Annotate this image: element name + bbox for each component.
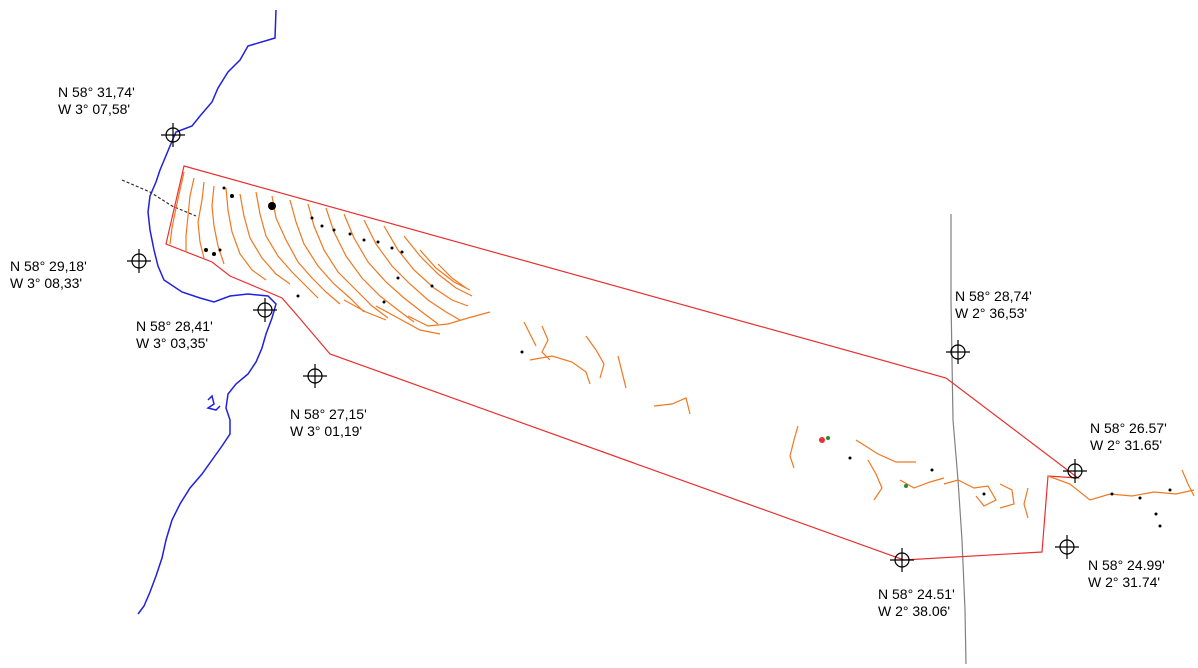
cable-route — [950, 214, 967, 665]
coord-label-ne: N 58° 28,74' W 2° 36,53' — [955, 288, 1032, 322]
coord-lat: N 58° 24.51' — [878, 586, 955, 602]
coord-lat: N 58° 24.99' — [1088, 557, 1165, 573]
coord-lat: N 58° 28,74' — [955, 288, 1032, 304]
coordinate-markers — [127, 123, 1087, 572]
crosshair-icon — [946, 340, 970, 364]
coord-lat: N 58° 28,41' — [136, 318, 213, 334]
seabed-feature-markers — [819, 436, 908, 488]
coord-lon: W 2° 31.74' — [1088, 574, 1161, 590]
coastline — [137, 9, 277, 615]
bathymetry-contours — [169, 171, 1195, 519]
coord-lon: W 3° 03,35' — [136, 335, 209, 351]
coord-label-w: N 58° 29,18' W 3° 08,33' — [10, 258, 87, 292]
cable-west — [121, 179, 197, 217]
coord-lon: W 3° 01,19' — [290, 423, 363, 439]
coord-label-s-coast: N 58° 27,15' W 3° 01,19' — [290, 406, 367, 440]
sounding-points — [204, 186, 1172, 528]
coord-lon: W 2° 36,53' — [955, 305, 1028, 321]
crosshair-icon — [253, 298, 277, 322]
coord-label-nw: N 58° 31,74' W 3° 07,58' — [58, 84, 135, 118]
coord-lat: N 58° 29,18' — [10, 258, 87, 274]
coord-label-s: N 58° 24.51' W 2° 38.06' — [878, 586, 955, 620]
coord-lat: N 58° 31,74' — [58, 84, 135, 100]
crosshair-icon — [1055, 535, 1079, 559]
coord-label-se: N 58° 24.99' W 2° 31.74' — [1088, 557, 1165, 591]
coord-label-sw-coast: N 58° 28,41' W 3° 03,35' — [136, 318, 213, 352]
survey-boundary — [165, 165, 1080, 561]
coord-lon: W 2° 31.65' — [1090, 437, 1163, 453]
coord-lon: W 3° 08,33' — [10, 275, 83, 291]
coord-lat: N 58° 26.57' — [1090, 420, 1167, 436]
coord-lon: W 3° 07,58' — [58, 101, 131, 117]
coord-lon: W 2° 38.06' — [878, 603, 951, 619]
crosshair-icon — [303, 364, 327, 388]
crosshair-icon — [161, 123, 185, 147]
coord-lat: N 58° 27,15' — [290, 406, 367, 422]
crosshair-icon — [1063, 459, 1087, 483]
coord-label-e: N 58° 26.57' W 2° 31.65' — [1090, 420, 1167, 454]
crosshair-icon — [890, 548, 914, 572]
coastline-islet — [206, 394, 221, 411]
crosshair-icon — [127, 249, 151, 273]
